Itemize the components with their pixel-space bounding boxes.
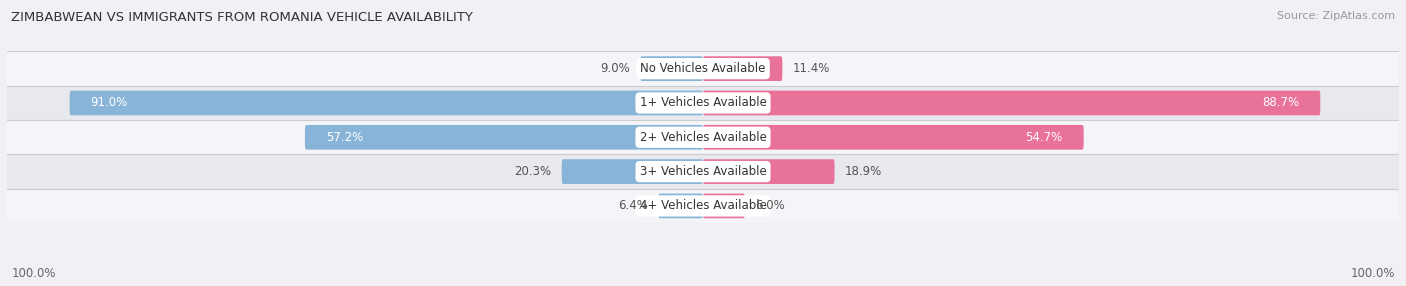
FancyBboxPatch shape (703, 125, 1084, 150)
FancyBboxPatch shape (703, 159, 835, 184)
Bar (7, 51, 1399, 86)
FancyBboxPatch shape (562, 159, 703, 184)
Text: 4+ Vehicles Available: 4+ Vehicles Available (640, 199, 766, 212)
FancyBboxPatch shape (703, 194, 745, 218)
Text: 57.2%: 57.2% (326, 131, 363, 144)
Bar (7, 189, 1399, 223)
Text: 18.9%: 18.9% (845, 165, 882, 178)
Text: 20.3%: 20.3% (515, 165, 551, 178)
Text: 2+ Vehicles Available: 2+ Vehicles Available (640, 131, 766, 144)
Text: 6.0%: 6.0% (755, 199, 785, 212)
Text: 11.4%: 11.4% (793, 62, 830, 75)
Bar (7, 86, 1399, 120)
Text: 1+ Vehicles Available: 1+ Vehicles Available (640, 96, 766, 110)
FancyBboxPatch shape (703, 56, 782, 81)
FancyBboxPatch shape (703, 91, 1320, 115)
Text: 100.0%: 100.0% (1350, 267, 1395, 280)
FancyBboxPatch shape (658, 194, 703, 218)
FancyBboxPatch shape (305, 125, 703, 150)
Text: 9.0%: 9.0% (600, 62, 630, 75)
Text: 88.7%: 88.7% (1263, 96, 1299, 110)
Text: 91.0%: 91.0% (90, 96, 128, 110)
Text: 3+ Vehicles Available: 3+ Vehicles Available (640, 165, 766, 178)
Bar (7, 154, 1399, 189)
Text: 6.4%: 6.4% (619, 199, 648, 212)
Text: Source: ZipAtlas.com: Source: ZipAtlas.com (1277, 11, 1395, 21)
Text: 100.0%: 100.0% (11, 267, 56, 280)
FancyBboxPatch shape (70, 91, 703, 115)
Text: No Vehicles Available: No Vehicles Available (640, 62, 766, 75)
Text: 54.7%: 54.7% (1025, 131, 1063, 144)
Text: ZIMBABWEAN VS IMMIGRANTS FROM ROMANIA VEHICLE AVAILABILITY: ZIMBABWEAN VS IMMIGRANTS FROM ROMANIA VE… (11, 11, 474, 24)
FancyBboxPatch shape (640, 56, 703, 81)
Bar (7, 120, 1399, 154)
